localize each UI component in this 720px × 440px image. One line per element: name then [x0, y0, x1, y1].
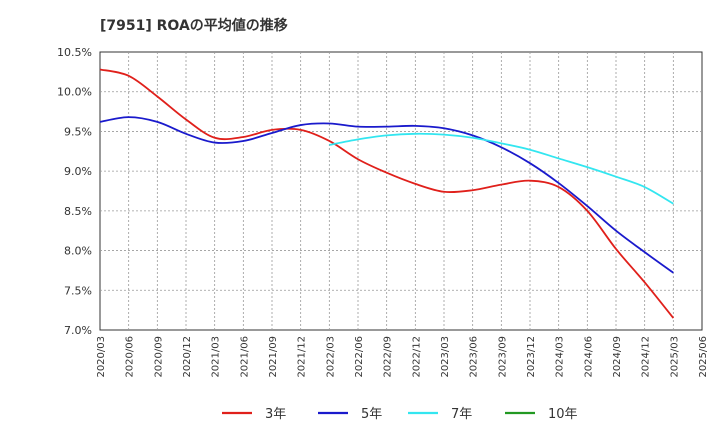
series-line-0 — [99, 68, 675, 319]
legend-label-2: 7年 — [451, 407, 472, 422]
plot-area — [99, 51, 703, 331]
legend: 3年 5年 7年 10年 — [222, 407, 578, 422]
x-tick-label: 2020/12 — [182, 336, 193, 378]
x-tick-label: 2021/09 — [268, 336, 279, 378]
y-tick-label: 7.0% — [64, 324, 92, 337]
x-tick-label: 2025/06 — [698, 336, 709, 378]
x-tick-label: 2021/12 — [297, 336, 308, 378]
x-tick-label: 2023/06 — [469, 336, 480, 378]
x-tick-label: 2022/12 — [411, 336, 422, 378]
x-tick-label: 2020/09 — [153, 336, 164, 378]
x-tick-label: 2025/03 — [669, 336, 680, 378]
legend-label-3: 10年 — [548, 407, 578, 422]
x-tick-label: 2023/03 — [440, 336, 451, 378]
y-axis-ticks: 7.0% 7.5% 8.0% 8.5% 9.0% 9.5% 10.0% 10.5% — [57, 46, 92, 337]
y-tick-label: 8.0% — [64, 245, 92, 258]
chart-title: [7951] ROAの平均値の推移 — [100, 17, 288, 34]
x-tick-label: 2020/06 — [125, 336, 136, 378]
y-tick-label: 8.5% — [64, 205, 92, 218]
y-tick-label: 9.0% — [64, 165, 92, 178]
legend-label-1: 5年 — [361, 407, 382, 422]
y-tick-label: 7.5% — [64, 284, 92, 297]
x-axis-ticks: 2020/03 2020/06 2020/09 2020/12 2021/03 2021/… — [96, 336, 709, 378]
series-line-1 — [99, 116, 674, 274]
x-tick-label: 2023/09 — [497, 336, 508, 378]
series-lines — [99, 68, 675, 319]
x-tick-label: 2023/12 — [526, 336, 537, 378]
x-tick-label: 2020/03 — [96, 336, 107, 378]
x-tick-label: 2024/09 — [612, 336, 623, 378]
legend-label-0: 3年 — [265, 407, 286, 422]
x-tick-label: 2022/03 — [325, 336, 336, 378]
y-tick-label: 9.5% — [64, 125, 92, 138]
y-tick-label: 10.0% — [57, 86, 92, 99]
series-line-2 — [329, 132, 674, 205]
x-tick-label: 2021/03 — [211, 336, 222, 378]
x-tick-label: 2024/06 — [583, 336, 594, 378]
x-tick-label: 2022/09 — [383, 336, 394, 378]
y-tick-label: 10.5% — [57, 46, 92, 59]
x-tick-label: 2024/12 — [641, 336, 652, 378]
grid-lines — [100, 52, 702, 330]
x-tick-label: 2022/06 — [354, 336, 365, 378]
x-tick-label: 2021/06 — [239, 336, 250, 378]
x-tick-label: 2024/03 — [555, 336, 566, 378]
